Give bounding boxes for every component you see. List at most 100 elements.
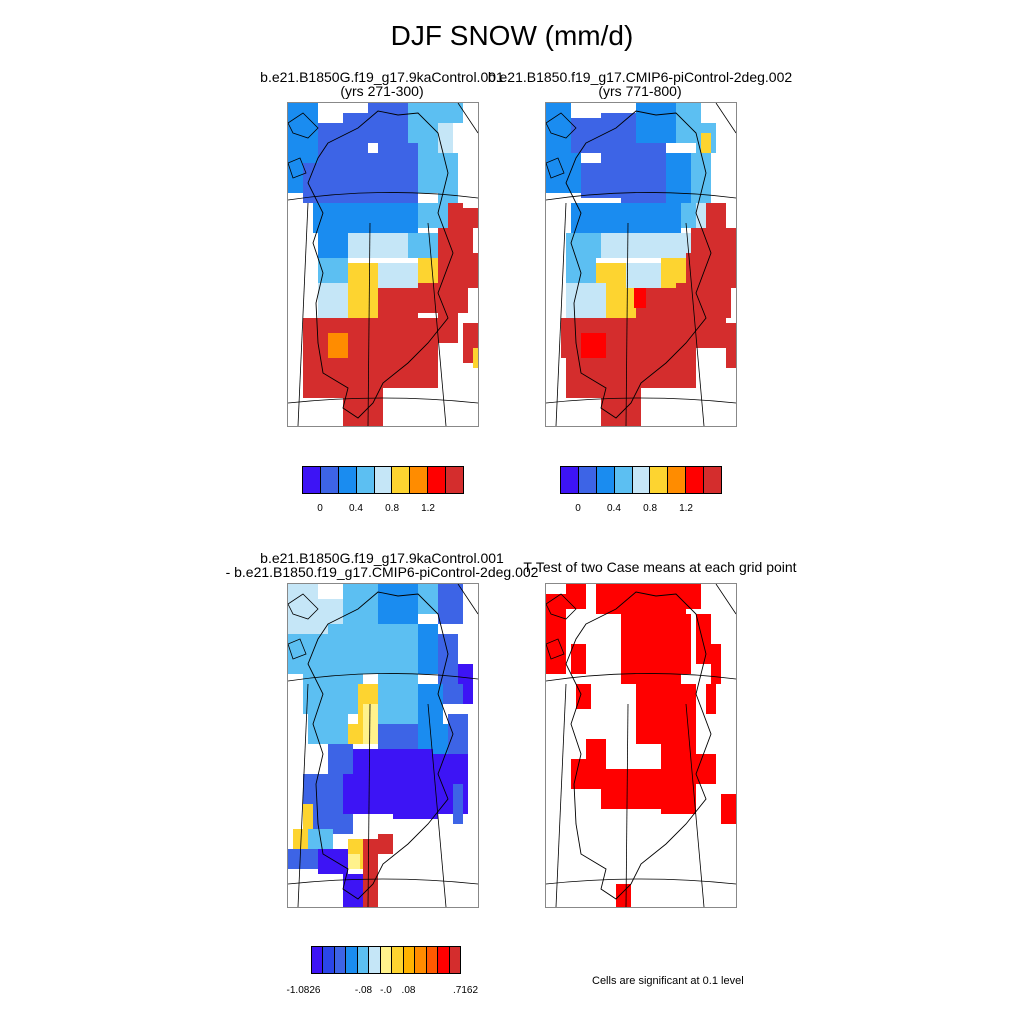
grid-cell <box>636 684 676 744</box>
coastline <box>546 638 565 660</box>
colorbar-swatch <box>426 947 439 973</box>
grid-cell <box>378 834 393 854</box>
colorbar-swatch <box>338 467 357 493</box>
coastline <box>288 157 307 179</box>
longitude-line <box>297 683 309 907</box>
grid-cell <box>418 624 438 674</box>
grid-cell <box>368 103 408 143</box>
grid-cell <box>696 614 711 664</box>
grid-cell <box>696 318 726 348</box>
grid-cell <box>696 754 716 784</box>
grid-cell <box>348 288 378 318</box>
grid-cell <box>288 634 328 674</box>
longitude-line <box>427 703 447 907</box>
grid-cell <box>348 724 363 744</box>
grid-cell <box>408 233 438 258</box>
grid-cell <box>318 283 348 318</box>
grid-cell <box>706 684 716 714</box>
grid-cell <box>691 153 711 203</box>
main-title: DJF SNOW (mm/d) <box>390 20 634 51</box>
grid-cell <box>546 594 566 634</box>
colorbar-swatch <box>346 947 358 973</box>
colorbar-swatch <box>446 467 464 493</box>
grid-cell <box>641 358 696 388</box>
grid-cell <box>313 203 353 233</box>
grid-cell <box>418 143 438 193</box>
grid-cell <box>288 584 318 634</box>
longitude-line <box>297 202 309 426</box>
colorbar-tick-label: 0.8 <box>643 503 658 514</box>
panel1-title-line1: b.e21.B1850G.f19_g17.9kaControl.001 <box>260 69 504 85</box>
grid-cell <box>571 118 601 153</box>
grid-cell <box>686 584 701 609</box>
grid-cell <box>363 704 378 744</box>
grid-cell <box>676 684 696 744</box>
grid-cell <box>566 283 606 318</box>
grid-cell <box>448 203 463 228</box>
panel2-title: b.e21.B1850.f19_g17.CMIP6-piControl-2deg… <box>440 70 840 98</box>
colorbar-swatch <box>704 467 722 493</box>
grid-cell <box>378 624 418 684</box>
colorbar-swatch <box>303 467 321 493</box>
colorbar-swatch <box>650 467 669 493</box>
map-panel-1 <box>287 102 479 427</box>
grid-cell <box>408 103 438 143</box>
coastline <box>546 112 577 139</box>
grid-cell <box>303 358 383 398</box>
map-panel-3-svg <box>288 584 478 907</box>
coastline <box>307 110 454 419</box>
grid-cell <box>418 283 468 313</box>
grid-cell <box>601 233 661 258</box>
grid-cell <box>363 884 378 907</box>
colorbar-tick-label: 0 <box>317 503 323 514</box>
colorbar-tick-label: 1.2 <box>679 503 693 514</box>
colorbar-swatch <box>312 947 324 973</box>
latitude-line <box>546 397 736 404</box>
grid-cell <box>473 348 478 368</box>
grid-cell <box>303 804 313 829</box>
map-panel-4 <box>545 583 737 908</box>
coastline <box>288 112 319 139</box>
coastline <box>546 157 565 179</box>
grid-cell <box>566 233 601 258</box>
grid-cell <box>721 794 736 824</box>
grid-cell <box>606 318 696 358</box>
grid-cell <box>611 203 681 233</box>
grid-cell <box>546 103 571 153</box>
grid-cell <box>601 769 661 809</box>
map-panel-4-svg <box>546 584 736 907</box>
grid-cell <box>378 684 418 724</box>
grid-cell <box>581 163 621 198</box>
latitude-line <box>288 192 478 201</box>
panel2-title-line2: (yrs 771-800) <box>598 83 682 99</box>
colorbar-swatch <box>578 467 597 493</box>
coastline <box>288 638 307 660</box>
latitude-line <box>288 673 478 682</box>
grid-cell <box>571 759 601 789</box>
colorbar-tick-label: 0.4 <box>606 503 621 514</box>
colorbar-swatch <box>410 467 429 493</box>
map-panel-1-svg <box>288 103 478 426</box>
grid-cell <box>378 288 418 318</box>
colorbar-swatch <box>415 947 427 973</box>
grid-cell <box>616 884 631 907</box>
colorbar-swatch <box>668 467 687 493</box>
colorbar-tick-label: .08 <box>401 985 416 996</box>
grid-cell <box>393 749 433 789</box>
colorbar-swatch <box>403 947 416 973</box>
longitude-line <box>715 103 736 134</box>
grid-cell <box>566 258 596 283</box>
grid-cell <box>621 143 666 203</box>
latitude-line <box>546 673 736 682</box>
grid-cell <box>438 584 463 624</box>
grid-cell <box>348 854 360 869</box>
panel4-title: T-Test of two Case means at each grid po… <box>523 559 797 575</box>
colorbar-swatch <box>323 947 335 973</box>
grid-cell <box>438 123 453 153</box>
grid-cell <box>606 288 636 318</box>
map-panel-2 <box>545 102 737 427</box>
grid-cell <box>363 839 378 884</box>
grid-cell <box>348 233 408 258</box>
grid-cell <box>626 263 661 288</box>
grid-cell <box>378 584 418 624</box>
